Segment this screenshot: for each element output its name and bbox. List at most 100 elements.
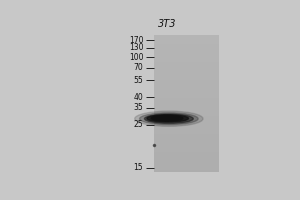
Bar — [154, 105, 219, 106]
Bar — [154, 66, 219, 67]
Bar — [154, 92, 219, 93]
Bar — [154, 129, 219, 130]
Bar — [154, 114, 219, 115]
Text: 100: 100 — [129, 53, 143, 62]
Bar — [154, 67, 219, 68]
Bar — [154, 148, 219, 149]
Text: 70: 70 — [134, 63, 143, 72]
Bar — [154, 118, 219, 119]
Bar — [154, 35, 219, 36]
Bar — [154, 141, 219, 142]
Bar — [154, 58, 219, 59]
Bar — [154, 69, 219, 70]
Bar — [154, 171, 219, 172]
Bar — [154, 126, 219, 127]
Bar — [154, 75, 219, 76]
Ellipse shape — [145, 114, 193, 123]
Bar — [154, 60, 219, 61]
Bar — [154, 131, 219, 132]
Text: 170: 170 — [129, 36, 143, 45]
Bar — [154, 72, 219, 73]
Bar — [154, 40, 219, 41]
Bar — [154, 116, 219, 117]
Bar — [154, 63, 219, 64]
Bar — [154, 39, 219, 40]
Bar — [154, 112, 219, 113]
Ellipse shape — [135, 111, 203, 126]
Ellipse shape — [140, 113, 198, 125]
Bar — [154, 143, 219, 144]
Bar — [154, 100, 219, 101]
Bar — [154, 107, 219, 108]
Bar — [154, 165, 219, 166]
Bar — [154, 168, 219, 169]
Bar — [154, 80, 219, 81]
Bar — [154, 134, 219, 135]
Bar — [154, 56, 219, 57]
Bar — [154, 132, 219, 133]
Bar — [154, 87, 219, 88]
Bar — [154, 137, 219, 138]
Text: 3T3: 3T3 — [158, 19, 177, 29]
Bar — [154, 110, 219, 111]
Bar — [154, 151, 219, 152]
Bar — [154, 43, 219, 44]
Bar — [154, 55, 219, 56]
Bar — [154, 85, 219, 86]
Bar — [154, 169, 219, 170]
Text: 15: 15 — [134, 163, 143, 172]
Bar — [154, 102, 219, 103]
Bar — [154, 120, 219, 121]
Bar — [154, 42, 219, 43]
Bar — [154, 136, 219, 137]
Bar — [154, 159, 219, 160]
Text: 130: 130 — [129, 43, 143, 52]
Bar — [154, 73, 219, 74]
Bar — [154, 81, 219, 82]
Bar — [154, 94, 219, 95]
Bar — [154, 65, 219, 66]
Bar — [154, 146, 219, 147]
Bar — [154, 157, 219, 158]
Bar — [154, 158, 219, 159]
Text: 25: 25 — [134, 120, 143, 129]
Bar — [154, 68, 219, 69]
Bar — [154, 138, 219, 139]
Bar — [154, 88, 219, 89]
Bar — [154, 83, 219, 84]
Bar — [154, 111, 219, 112]
Bar — [154, 142, 219, 143]
Bar — [154, 76, 219, 77]
Bar — [154, 117, 219, 118]
Bar — [154, 153, 219, 154]
Bar — [154, 64, 219, 65]
Bar — [154, 98, 219, 99]
Bar — [154, 122, 219, 123]
Bar — [154, 145, 219, 146]
Bar — [154, 53, 219, 54]
Bar — [154, 161, 219, 162]
Bar — [154, 45, 219, 46]
Bar — [154, 52, 219, 53]
Bar — [154, 70, 219, 71]
Bar — [154, 154, 219, 155]
Bar — [154, 109, 219, 110]
Bar — [154, 106, 219, 107]
Ellipse shape — [156, 116, 178, 120]
Bar — [154, 149, 219, 150]
Bar — [154, 41, 219, 42]
Bar — [154, 54, 219, 55]
Bar — [154, 50, 219, 51]
Bar — [154, 48, 219, 49]
Text: 40: 40 — [134, 93, 143, 102]
Bar — [154, 90, 219, 91]
Bar — [154, 49, 219, 50]
Bar — [154, 139, 219, 140]
Bar — [154, 61, 219, 62]
Text: 55: 55 — [134, 76, 143, 85]
Bar — [154, 156, 219, 157]
Bar — [154, 127, 219, 128]
Bar — [154, 84, 219, 85]
Bar — [154, 47, 219, 48]
Bar — [154, 97, 219, 98]
